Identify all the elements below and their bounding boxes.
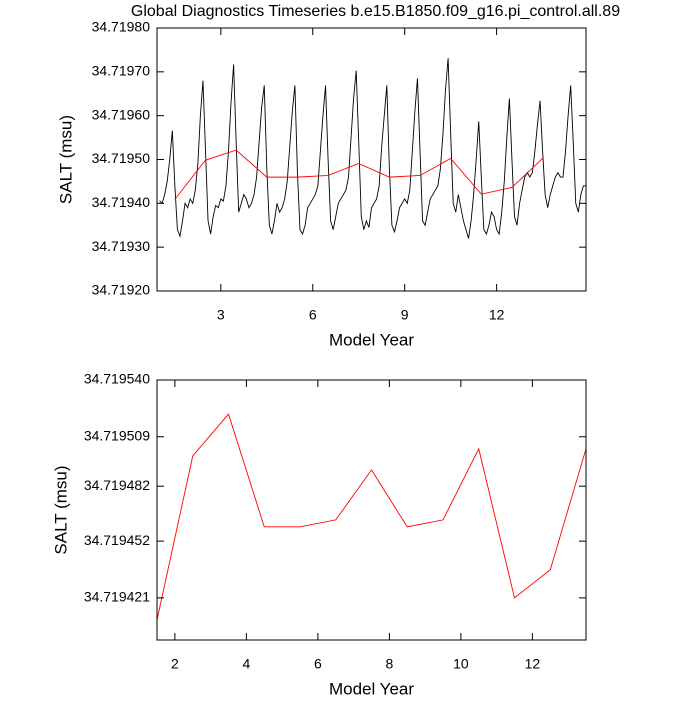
- y-axis-label: SALT (msu): [56, 115, 75, 204]
- y-tick-label: 34.71920: [92, 282, 151, 298]
- x-tick-label: 6: [309, 307, 317, 323]
- y-tick-label: 34.719421: [84, 589, 150, 605]
- y-tick-label: 34.719452: [84, 532, 150, 548]
- y-tick-label: 34.71970: [92, 63, 151, 79]
- y-tick-label: 34.719509: [84, 427, 150, 443]
- y-axis-label: SALT (msu): [51, 465, 70, 554]
- x-tick-label: 8: [385, 656, 393, 672]
- x-tick-label: 4: [242, 656, 250, 672]
- x-tick-label: 9: [401, 307, 409, 323]
- y-tick-label: 34.71930: [92, 238, 151, 254]
- y-tick-label: 34.719482: [84, 477, 150, 493]
- plot-frame: [156, 27, 587, 292]
- x-tick-label: 12: [489, 307, 505, 323]
- y-tick-label: 34.71960: [92, 106, 151, 122]
- x-axis-label: Model Year: [329, 330, 414, 349]
- y-tick-label: 34.71950: [92, 150, 151, 166]
- data-line: [159, 58, 586, 239]
- y-tick-label: 34.719540: [84, 371, 150, 387]
- x-tick-label: 3: [217, 307, 225, 323]
- x-axis-label: Model Year: [329, 679, 414, 698]
- x-tick-label: 2: [171, 656, 179, 672]
- data-line: [156, 413, 587, 620]
- x-tick-label: 6: [314, 656, 322, 672]
- data-line: [174, 149, 543, 200]
- x-tick-label: 12: [525, 656, 541, 672]
- y-tick-label: 34.71980: [92, 19, 151, 35]
- chart-title: Global Diagnostics Timeseries b.e15.B185…: [131, 3, 620, 20]
- plot-frame: [156, 379, 587, 641]
- y-tick-label: 34.71940: [92, 194, 151, 210]
- x-tick-label: 10: [453, 656, 469, 672]
